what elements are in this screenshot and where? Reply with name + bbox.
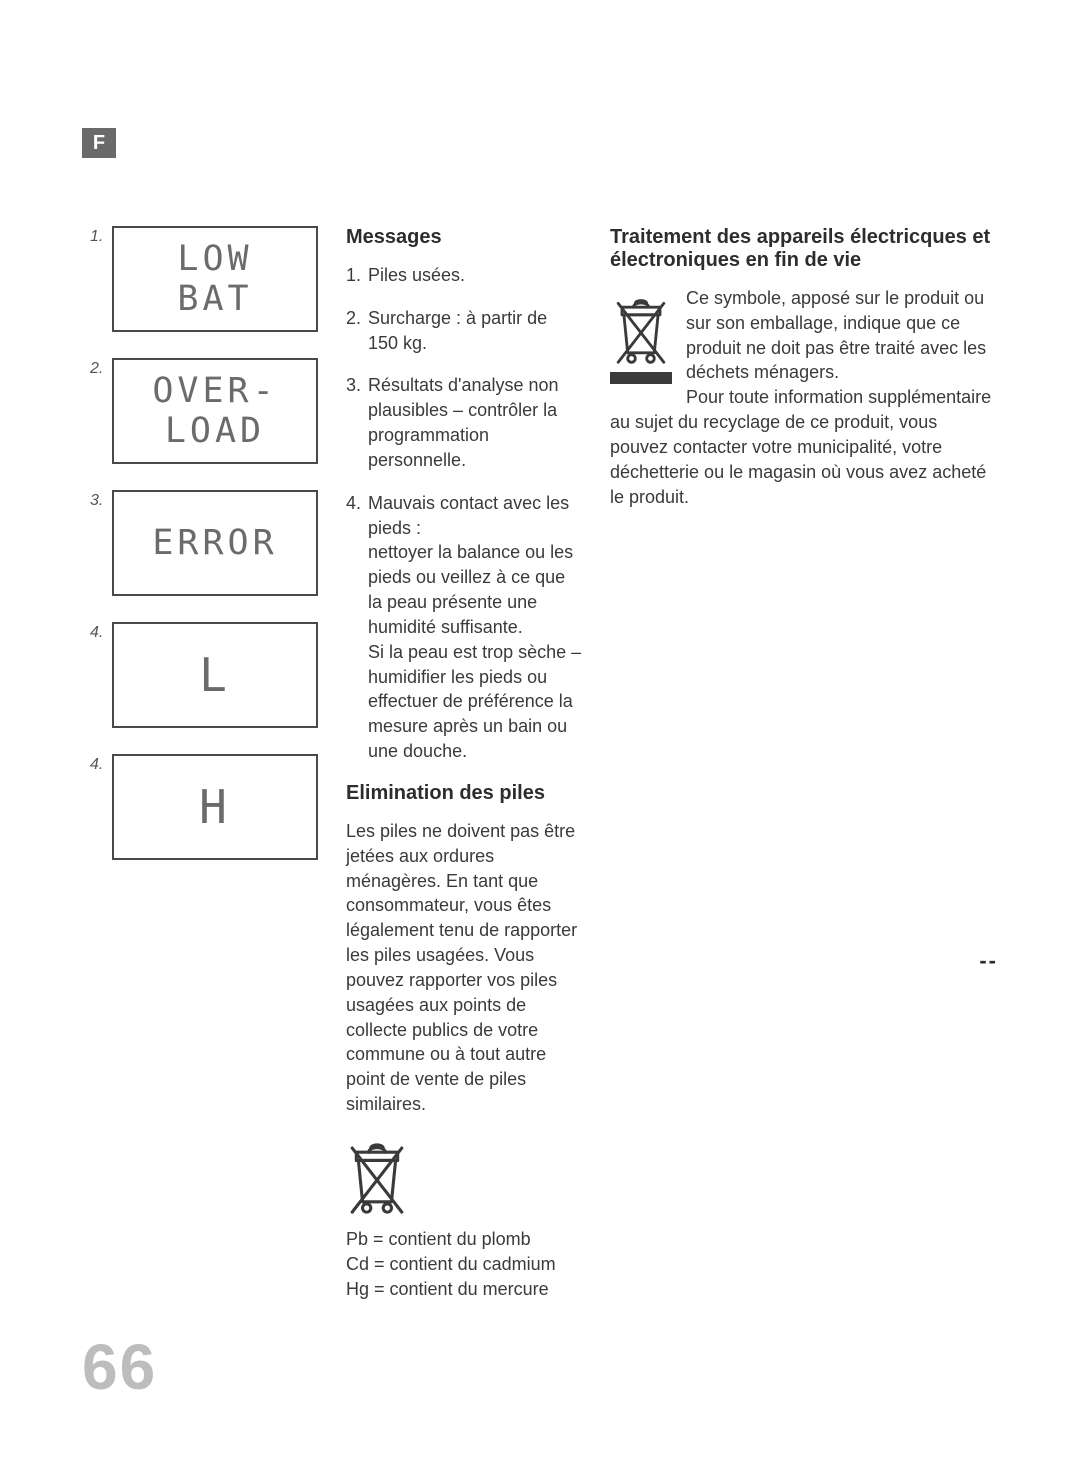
display-label: 2. bbox=[90, 358, 112, 378]
page-number: 66 bbox=[82, 1330, 157, 1404]
chem-line: Hg = contient du mercure bbox=[346, 1277, 582, 1302]
display-label: 4. bbox=[90, 622, 112, 642]
message-item: 3.Résultats d'analyse non plausibles – c… bbox=[346, 373, 582, 472]
display-row: 4.L bbox=[90, 622, 318, 728]
middle-column: Messages 1.Piles usées.2.Surcharge : à p… bbox=[346, 226, 582, 1301]
displays-column: 1.LOW BAT2.OVER- LOAD3.ERROR4.L4.H bbox=[90, 226, 318, 1301]
lcd-display: L bbox=[112, 622, 318, 728]
message-number: 3. bbox=[346, 373, 368, 472]
lcd-display: LOW BAT bbox=[112, 226, 318, 332]
weee-heading: Traitement des appareils électricques et… bbox=[610, 226, 998, 272]
piles-paragraph: Les piles ne doivent pas être jetées aux… bbox=[346, 819, 582, 1117]
messages-heading: Messages bbox=[346, 226, 582, 249]
display-label: 4. bbox=[90, 754, 112, 774]
message-item: 2.Surcharge : à partir de 150 kg. bbox=[346, 306, 582, 356]
lcd-display: ERROR bbox=[112, 490, 318, 596]
display-row: 2.OVER- LOAD bbox=[90, 358, 318, 464]
message-text: Surcharge : à partir de 150 kg. bbox=[368, 306, 582, 356]
display-row: 3.ERROR bbox=[90, 490, 318, 596]
display-label: 1. bbox=[90, 226, 112, 246]
message-item: 1.Piles usées. bbox=[346, 263, 582, 288]
display-row: 1.LOW BAT bbox=[90, 226, 318, 332]
piles-heading: Elimination des piles bbox=[346, 782, 582, 805]
weee-icon bbox=[610, 292, 672, 368]
message-item: 4.Mauvais contact avec les pieds : netto… bbox=[346, 491, 582, 764]
weee-body: Ce symbole, apposé sur le produit ou sur… bbox=[610, 286, 998, 509]
weee-icon bbox=[346, 1135, 408, 1219]
dashes: -- bbox=[979, 948, 998, 974]
chemical-symbols: Pb = contient du plombCd = contient du c… bbox=[346, 1227, 582, 1301]
message-number: 2. bbox=[346, 306, 368, 356]
chem-line: Cd = contient du cadmium bbox=[346, 1252, 582, 1277]
message-number: 1. bbox=[346, 263, 368, 288]
right-column: Traitement des appareils électricques et… bbox=[610, 226, 998, 1301]
message-number: 4. bbox=[346, 491, 368, 764]
weee-symbol bbox=[610, 292, 672, 384]
display-row: 4.H bbox=[90, 754, 318, 860]
language-tab: F bbox=[82, 128, 116, 158]
message-text: Piles usées. bbox=[368, 263, 582, 288]
manual-page: F 1.LOW BAT2.OVER- LOAD3.ERROR4.L4.H Mes… bbox=[0, 0, 1080, 1468]
lcd-display: H bbox=[112, 754, 318, 860]
display-label: 3. bbox=[90, 490, 112, 510]
message-text: Mauvais contact avec les pieds : nettoye… bbox=[368, 491, 582, 764]
lcd-display: OVER- LOAD bbox=[112, 358, 318, 464]
messages-list: 1.Piles usées.2.Surcharge : à partir de … bbox=[346, 263, 582, 764]
message-text: Résultats d'analyse non plausibles – con… bbox=[368, 373, 582, 472]
content-columns: 1.LOW BAT2.OVER- LOAD3.ERROR4.L4.H Messa… bbox=[90, 226, 998, 1301]
chem-line: Pb = contient du plomb bbox=[346, 1227, 582, 1252]
weee-bar bbox=[610, 372, 672, 384]
